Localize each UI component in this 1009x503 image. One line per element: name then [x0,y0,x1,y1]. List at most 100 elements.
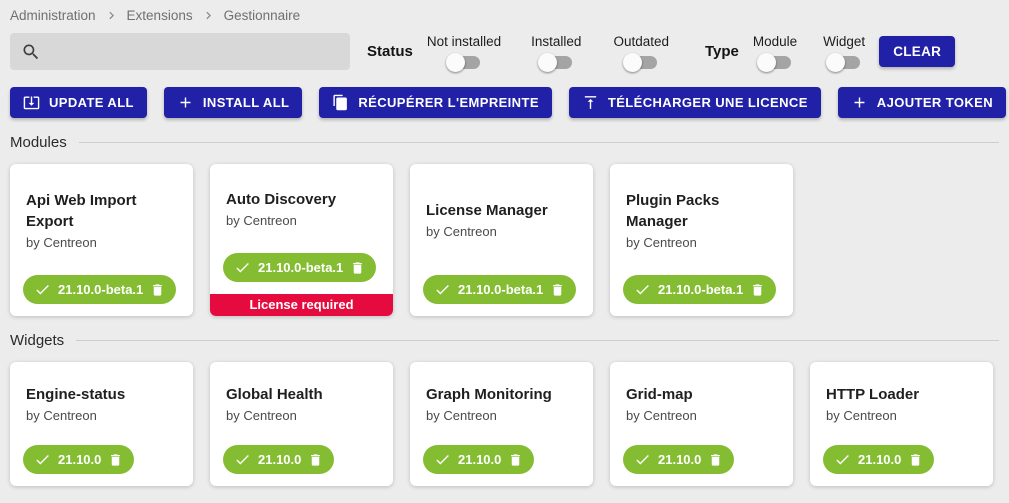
toggle-installed[interactable]: Installed [531,34,581,72]
upload-icon [582,94,599,111]
recuperer-empreinte-button[interactable]: RÉCUPÉRER L'EMPREINTE [319,87,552,118]
ajouter-token-button[interactable]: AJOUTER TOKEN [837,87,1006,118]
extension-author: by Centreon [626,234,697,250]
delete-icon[interactable] [108,452,123,468]
breadcrumb: Administration Extensions Gestionnaire [0,0,1009,23]
widgets-grid: Engine-status by Centreon 21.10.0 Global He… [10,362,999,486]
extension-title: Auto Discovery [226,191,337,208]
toggle-module[interactable]: Module [752,34,798,72]
version-badge[interactable]: 21.10.0-beta.1 [423,275,577,304]
breadcrumb-item-administration[interactable]: Administration [10,7,96,23]
extension-author: by Centreon [226,408,297,423]
outdated-switch[interactable] [623,53,658,72]
extension-card[interactable]: Graph Monitoring by Centreon 21.10.0 [410,362,593,486]
modules-grid: Api Web Import Export by Centreon 21.10.0-… [10,164,999,316]
check-icon [634,451,651,468]
toggle-outdated[interactable]: Outdated [613,34,669,72]
extension-card[interactable]: Plugin Packs Manager by Centreon 21.10.0-b… [610,164,793,316]
extension-card[interactable]: HTTP Loader by Centreon 21.10.0 [810,362,993,486]
delete-icon[interactable] [308,452,323,468]
extension-card[interactable]: Api Web Import Export by Centreon 21.10.0-… [10,164,193,316]
delete-icon[interactable] [750,282,765,298]
card-body: Graph Monitoring by Centreon [410,362,593,445]
card-body: Grid-map by Centreon [610,362,793,445]
toggle-label: Module [752,34,798,49]
chevron-right-icon [201,8,216,23]
extension-title: Global Health [226,386,323,403]
extension-title: Plugin Packs Manager [626,191,720,230]
switch-knob [757,53,777,72]
chevron-right-icon [104,8,119,23]
delete-icon[interactable] [908,452,923,468]
version-badge[interactable]: 21.10.0-beta.1 [23,275,177,304]
toggle-widget[interactable]: Widget [823,34,866,72]
extension-author: by Centreon [26,234,97,250]
version-badge[interactable]: 21.10.0-beta.1 [223,253,377,282]
delete-icon[interactable] [508,452,523,468]
clear-button[interactable]: CLEAR [879,36,956,67]
search-icon [21,42,41,62]
type-filter-label: Type [704,43,739,60]
button-label: INSTALL ALL [202,95,290,110]
breadcrumb-item-extensions[interactable]: Extensions [126,7,193,23]
card-body: Global Health by Centreon [210,362,393,445]
extension-card[interactable]: Global Health by Centreon 21.10.0 [210,362,393,486]
section-title: Modules [10,133,67,151]
version-label: 21.10.0 [858,452,902,467]
version-badge[interactable]: 21.10.0 [423,445,535,474]
delete-icon[interactable] [550,282,565,298]
card-body: Auto Discovery by Centreon [210,164,393,253]
check-icon [434,281,451,298]
extension-card[interactable]: Auto Discovery by Centreon 21.10.0-beta.1 L… [210,164,393,316]
widgets-section-header: Widgets [10,331,999,349]
extension-card[interactable]: License Manager by Centreon 21.10.0-beta.1 [410,164,593,316]
badge-row: 21.10.0 [410,445,593,486]
extension-title: Graph Monitoring [426,386,552,403]
update-all-button[interactable]: UPDATE ALL [10,87,147,118]
version-label: 21.10.0-beta.1 [458,282,544,297]
version-badge[interactable]: 21.10.0 [23,445,135,474]
badge-row: 21.10.0-beta.1 [410,275,593,316]
plus-icon [177,94,194,111]
widget-switch[interactable] [826,53,861,72]
version-label: 21.10.0 [658,452,702,467]
badge-row: 21.10.0 [10,445,193,486]
search-input[interactable] [49,43,339,60]
search-box[interactable] [10,33,350,70]
module-switch[interactable] [757,53,792,72]
delete-icon[interactable] [708,452,723,468]
extension-author: by Centreon [826,408,897,423]
check-icon [234,451,251,468]
section-divider [78,141,999,143]
system-update-icon [23,94,40,111]
extension-title: License Manager [426,202,548,219]
version-badge[interactable]: 21.10.0-beta.1 [623,275,777,304]
version-badge[interactable]: 21.10.0 [223,445,335,474]
extension-author: by Centreon [226,213,297,228]
badge-row: 21.10.0-beta.1 [10,275,193,316]
toggle-label: Widget [823,34,866,49]
delete-icon[interactable] [350,260,365,276]
button-label: TÉLÉCHARGER UNE LICENCE [607,95,808,110]
breadcrumb-item-gestionnaire: Gestionnaire [223,7,301,23]
telecharger-licence-button[interactable]: TÉLÉCHARGER UNE LICENCE [568,87,821,118]
extension-card[interactable]: Engine-status by Centreon 21.10.0 [10,362,193,486]
delete-icon[interactable] [150,282,165,298]
extension-title: HTTP Loader [826,386,920,403]
switch-knob [538,53,558,72]
install-all-button[interactable]: INSTALL ALL [163,87,303,118]
check-icon [834,451,851,468]
version-badge[interactable]: 21.10.0 [823,445,935,474]
status-filter-label: Status [367,43,413,60]
installed-switch[interactable] [538,53,573,72]
toggle-not-installed[interactable]: Not installed [427,34,501,72]
not-installed-switch[interactable] [445,53,480,72]
card-body: Engine-status by Centreon [10,362,193,445]
switch-knob [826,53,846,72]
badge-row: 21.10.0-beta.1 [210,253,393,294]
version-badge[interactable]: 21.10.0 [623,445,735,474]
extension-author: by Centreon [626,408,697,423]
button-label: AJOUTER TOKEN [876,95,993,110]
extension-card[interactable]: Grid-map by Centreon 21.10.0 [610,362,793,486]
version-label: 21.10.0 [458,452,502,467]
